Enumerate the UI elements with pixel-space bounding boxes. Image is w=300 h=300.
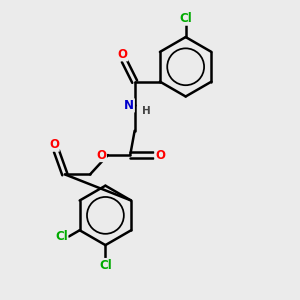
Text: O: O xyxy=(49,138,59,151)
Text: Cl: Cl xyxy=(55,230,68,243)
Text: O: O xyxy=(155,148,165,162)
Text: N: N xyxy=(124,99,134,112)
Text: O: O xyxy=(96,148,106,162)
Text: O: O xyxy=(118,48,128,61)
Text: Cl: Cl xyxy=(99,259,112,272)
Text: H: H xyxy=(142,106,150,116)
Text: Cl: Cl xyxy=(179,12,192,25)
